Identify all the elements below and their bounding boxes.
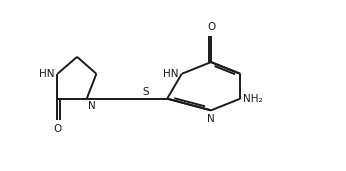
Text: NH₂: NH₂ bbox=[243, 94, 263, 104]
Text: HN: HN bbox=[39, 69, 55, 79]
Text: O: O bbox=[53, 123, 62, 134]
Text: O: O bbox=[207, 22, 215, 32]
Text: HN: HN bbox=[163, 69, 179, 79]
Text: N: N bbox=[207, 114, 215, 124]
Text: S: S bbox=[143, 87, 149, 97]
Text: N: N bbox=[89, 101, 96, 111]
